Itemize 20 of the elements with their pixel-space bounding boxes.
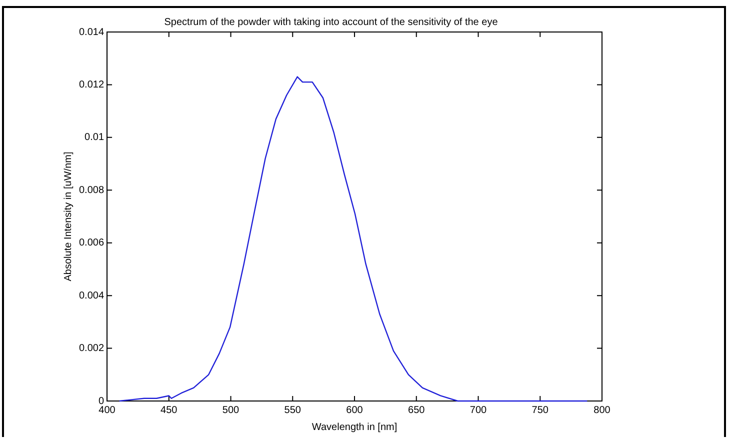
y-tick-label: 0.014 xyxy=(78,26,104,38)
y-tick-label: 0.002 xyxy=(78,343,104,354)
x-axis-title: Wavelength in [nm] xyxy=(312,422,398,433)
x-tick-label: 650 xyxy=(408,404,426,416)
x-tick-label: 450 xyxy=(160,404,178,416)
y-axis-title: Absolute Intensity in [uW/nm] xyxy=(62,152,74,282)
x-tick-label: 700 xyxy=(470,404,488,416)
x-tick-label: 500 xyxy=(222,404,240,416)
y-tick-label: 0.012 xyxy=(78,79,104,90)
x-tick-label: 400 xyxy=(98,404,116,416)
chart-title: Spectrum of the powder with taking into account of the sensitivity of the eye xyxy=(164,16,498,28)
y-tick-label: 0 xyxy=(98,396,104,407)
y-tick-label: 0.01 xyxy=(84,132,104,144)
y-tick-label: 0.006 xyxy=(78,238,104,249)
x-tick-label: 750 xyxy=(532,404,549,416)
x-tick-label: 600 xyxy=(346,404,364,416)
y-tick-label: 0.004 xyxy=(78,290,104,302)
x-tick-label: 800 xyxy=(594,404,611,416)
y-tick-label: 0.008 xyxy=(78,184,104,196)
x-tick-label: 550 xyxy=(284,404,302,416)
